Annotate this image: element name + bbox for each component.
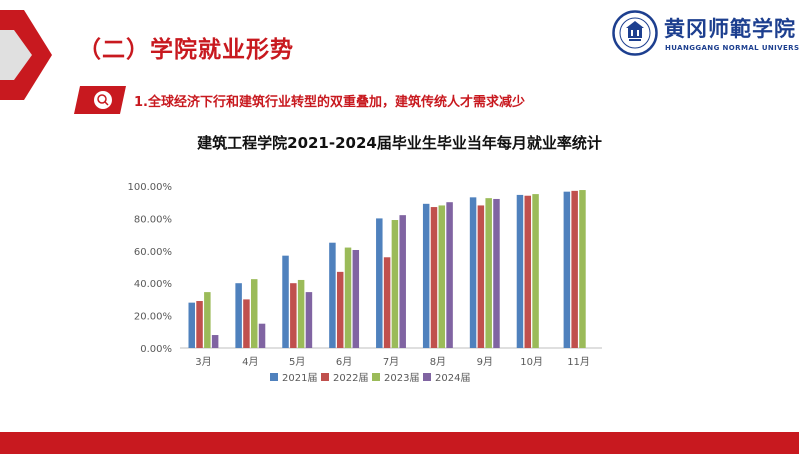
bar [188, 302, 195, 348]
legend-swatch [423, 373, 431, 381]
x-tick-label: 3月 [195, 356, 211, 368]
subtitle-bar: 1.全球经济下行和建筑行业转型的双重叠加，建筑传统人才需求减少 [74, 86, 574, 114]
bar [422, 203, 430, 348]
y-tick-label: 20.00% [134, 312, 172, 323]
bar [211, 335, 219, 348]
x-tick-label: 5月 [289, 356, 305, 368]
bar [352, 249, 360, 348]
legend-swatch [270, 373, 278, 381]
legend-label: 2022届 [333, 372, 368, 384]
bar [391, 220, 399, 348]
bar [250, 279, 258, 348]
bar [204, 292, 211, 348]
bar [532, 194, 539, 348]
y-tick-label: 80.00% [134, 214, 172, 225]
bar [376, 218, 383, 348]
seal-icon [612, 10, 658, 56]
bar [571, 190, 578, 348]
bar [383, 257, 391, 348]
x-tick-label: 6月 [336, 356, 352, 368]
subtitle-text: 1.全球经济下行和建筑行业转型的双重叠加，建筑传统人才需求减少 [134, 95, 525, 110]
bar [235, 283, 242, 348]
university-logo: 黄冈师範学院 HUANGGANG NORMAL UNIVERSITY [612, 10, 799, 64]
x-tick-label: 10月 [520, 356, 543, 368]
bar [297, 279, 305, 348]
legend-label: 2024届 [435, 372, 470, 384]
section-title: （二）学院就业形势 [78, 37, 294, 63]
bar [329, 242, 336, 348]
bar [477, 205, 485, 348]
logo-english-name: HUANGGANG NORMAL UNIVERSITY [665, 44, 799, 52]
bar [579, 190, 586, 348]
bar [438, 205, 446, 348]
bar [399, 215, 406, 348]
y-tick-label: 40.00% [134, 279, 172, 290]
legend-swatch [372, 373, 380, 381]
bar [493, 198, 500, 348]
bar [430, 207, 438, 348]
corner-arrow-decoration [0, 10, 52, 100]
x-tick-label: 4月 [242, 356, 258, 368]
chart-title: 建筑工程学院2021-2024届毕业生毕业当年每月就业率统计 [197, 134, 602, 152]
employment-rate-chart: 0.00% 20.00% 40.00% 60.00% 80.00% 100.00% 3月 4月… [128, 182, 602, 384]
logo-chinese-name: 黄冈师範学院 [664, 16, 796, 41]
x-tick-label: 7月 [383, 356, 399, 368]
bar [290, 283, 297, 348]
bottom-red-strip [0, 432, 799, 454]
bar [485, 198, 492, 348]
bar [469, 197, 477, 348]
bar [243, 299, 250, 348]
legend-label: 2021届 [282, 372, 317, 384]
y-tick-label: 60.00% [134, 247, 172, 258]
legend-label: 2023届 [384, 372, 419, 384]
y-tick-label: 0.00% [140, 344, 172, 355]
x-tick-label: 11月 [567, 356, 590, 368]
bar [344, 247, 352, 348]
bar [524, 195, 532, 348]
bar [563, 191, 571, 348]
bar [196, 301, 203, 348]
bar [446, 202, 453, 348]
y-tick-label: 100.00% [128, 182, 173, 193]
x-tick-label: 8月 [430, 356, 446, 368]
bar [516, 194, 524, 348]
x-tick-label: 9月 [477, 356, 493, 368]
bar [305, 292, 313, 348]
bar [336, 271, 344, 348]
search-icon [94, 91, 112, 109]
bar [282, 255, 289, 348]
bar [258, 323, 266, 348]
legend-swatch [321, 373, 329, 381]
